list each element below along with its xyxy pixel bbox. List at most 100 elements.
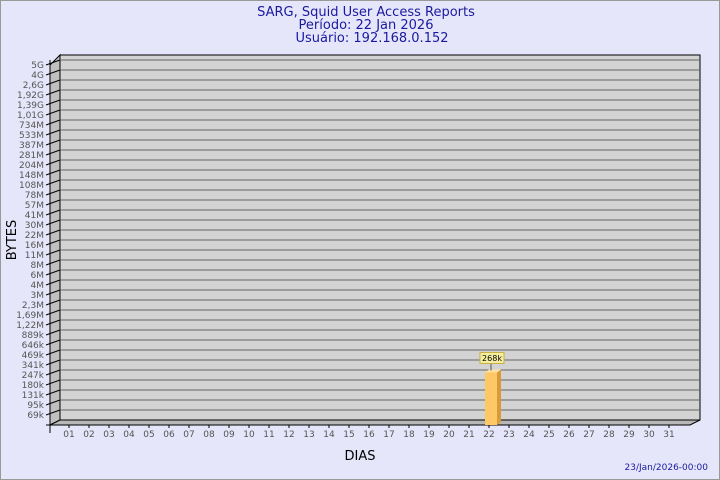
y-tick (45, 259, 61, 266)
y-tick-label: 6M (31, 271, 45, 281)
x-tick-label: 09 (223, 430, 235, 440)
y-tick (45, 189, 61, 196)
y-tick-label: 69k (27, 411, 44, 421)
y-tick (45, 149, 61, 156)
y-tick-label: 204M (19, 161, 44, 171)
y-tick-label: 16M (25, 241, 44, 251)
x-tick-label: 26 (563, 430, 575, 440)
x-tick-label: 25 (543, 430, 554, 440)
y-tick (45, 109, 61, 116)
chart-user: Usuário: 192.168.0.152 (295, 31, 448, 46)
y-tick (45, 129, 61, 136)
y-tick (45, 399, 61, 406)
y-tick-label: 148M (19, 171, 44, 181)
y-tick (45, 279, 61, 286)
y-tick-label: 533M (19, 131, 44, 141)
y-tick-label: 1,01G (17, 111, 44, 121)
x-tick-label: 12 (283, 430, 294, 440)
y-tick-label: 108M (19, 181, 44, 191)
y-tick-label: 22M (25, 231, 44, 241)
footer-timestamp: 23/Jan/2026-00:00 (625, 463, 709, 473)
y-tick (45, 319, 61, 326)
x-tick-label: 07 (183, 430, 194, 440)
y-tick-label: 387M (19, 141, 44, 151)
y-tick-label: 11M (25, 251, 44, 261)
y-tick-label: 1,39G (17, 101, 44, 111)
plot-area: 5G4G2,6G1,92G1,39G1,01G734M533M387M281M2… (16, 53, 701, 440)
y-tick-label: 2,6G (23, 81, 44, 91)
y-tick-label: 5G (31, 61, 44, 71)
x-tick-label: 01 (63, 430, 74, 440)
y-tick-label: 30M (25, 221, 44, 231)
y-tick-label: 131k (22, 391, 45, 401)
y-tick-label: 247k (22, 371, 45, 381)
y-tick-label: 734M (19, 121, 44, 131)
x-tick-label: 28 (603, 430, 615, 440)
y-tick (45, 379, 61, 386)
y-tick-label: 4M (31, 281, 45, 291)
x-tick-label: 05 (143, 430, 154, 440)
y-tick (45, 239, 61, 246)
x-tick-label: 10 (243, 430, 255, 440)
y-tick (45, 369, 61, 376)
y-tick (45, 299, 61, 306)
y-tick (45, 179, 61, 186)
y-tick (45, 329, 61, 336)
y-tick (45, 349, 61, 356)
y-tick (45, 209, 61, 216)
x-tick-label: 15 (343, 430, 354, 440)
x-tick-label: 14 (323, 430, 335, 440)
x-tick-label: 03 (103, 430, 114, 440)
x-tick-label: 13 (303, 430, 314, 440)
y-tick (45, 219, 61, 226)
x-tick-label: 23 (503, 430, 514, 440)
y-tick (45, 79, 61, 86)
x-tick-label: 20 (443, 430, 455, 440)
y-tick (45, 289, 61, 296)
y-tick (45, 139, 61, 146)
y-tick-label: 95k (27, 401, 44, 411)
x-tick-label: 18 (403, 430, 415, 440)
y-tick (45, 249, 61, 256)
plot-floor (49, 419, 701, 426)
y-tick-label: 281M (19, 151, 44, 161)
y-tick-label: 78M (25, 191, 44, 201)
y-tick (45, 159, 61, 166)
bar-label-box (479, 351, 505, 364)
bar-side (497, 369, 501, 425)
x-tick-label: 02 (83, 430, 94, 440)
chart-period: Período: 22 Jan 2026 (299, 18, 434, 33)
bar-top (485, 369, 501, 373)
y-tick (45, 89, 61, 96)
bar (485, 372, 497, 425)
x-tick-label: 08 (203, 430, 215, 440)
y-tick-label: 180k (22, 381, 45, 391)
y-tick-label: 646k (22, 341, 45, 351)
x-axis-label: DIAS (345, 449, 376, 464)
y-tick (45, 199, 61, 206)
y-tick-label: 41M (25, 211, 44, 221)
y-tick (45, 389, 61, 396)
x-tick-label: 19 (423, 430, 435, 440)
x-tick-label: 06 (163, 430, 175, 440)
y-tick-label: 57M (25, 201, 44, 211)
y-tick-label: 3M (31, 291, 45, 301)
y-tick-label: 2,3M (22, 301, 44, 311)
x-tick-label: 22 (483, 430, 494, 440)
x-tick-label: 30 (643, 430, 655, 440)
x-tick-label: 04 (123, 430, 135, 440)
y-tick-label: 1,22M (16, 321, 44, 331)
y-tick-label: 1,92G (17, 91, 44, 101)
chart-title: SARG, Squid User Access Reports (257, 5, 475, 20)
y-tick (45, 309, 61, 316)
y-axis-label: BYTES (5, 220, 20, 261)
y-tick-label: 1,69M (16, 311, 44, 321)
y-tick (45, 269, 61, 276)
y-tick (45, 409, 61, 416)
y-tick (45, 99, 61, 106)
y-tick (45, 229, 61, 236)
x-tick-label: 27 (583, 430, 594, 440)
y-tick-label: 469k (22, 351, 45, 361)
x-tick-label: 11 (263, 430, 274, 440)
